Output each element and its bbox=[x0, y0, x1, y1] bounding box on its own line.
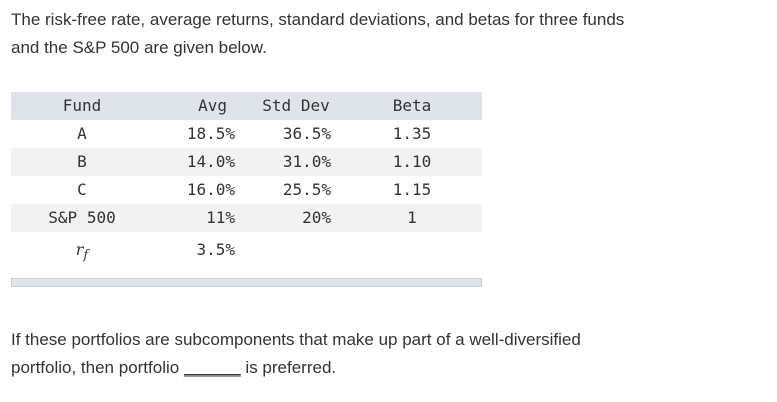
table-cell: C bbox=[77, 180, 87, 199]
question-line: portfolio, then portfolio ______ is pref… bbox=[11, 354, 336, 382]
intro-line: The risk-free rate, average returns, sta… bbox=[11, 10, 625, 29]
table-cell: 18.5% bbox=[186, 124, 235, 143]
table-footer-bar bbox=[11, 278, 482, 287]
table-cell: 1.15 bbox=[392, 180, 432, 199]
column-header: Avg bbox=[198, 96, 227, 115]
table-cell: 25.5% bbox=[282, 180, 331, 199]
subscript: f bbox=[83, 248, 89, 264]
intro-line: and the S&P 500 are given below. bbox=[11, 38, 267, 57]
table-cell: 3.5% bbox=[196, 240, 235, 259]
header-row: Fund Avg Std Dev Beta bbox=[11, 92, 482, 120]
table-cell: 14.0% bbox=[186, 152, 235, 171]
table-row: S&P 500 11% 20% 1 bbox=[11, 204, 482, 232]
table-row: A 18.5% 36.5% 1.35 bbox=[11, 120, 482, 148]
column-header: Std Dev bbox=[262, 96, 330, 115]
question-line: If these portfolios are subcomponents th… bbox=[11, 330, 581, 349]
question-text: is preferred. bbox=[245, 358, 337, 377]
table-cell: rf bbox=[11, 232, 153, 274]
column-header: Fund bbox=[62, 96, 102, 115]
data-table: Fund Avg Std Dev Beta A 18.5% 36.5% 1.35 B 14.0% 3… bbox=[11, 92, 482, 268]
table-cell: 1.10 bbox=[392, 152, 432, 171]
table-cell: A bbox=[77, 124, 87, 143]
table-row: B 14.0% 31.0% 1.10 bbox=[11, 148, 482, 176]
table-row: C 16.0% 25.5% 1.15 bbox=[11, 176, 482, 204]
question-text: portfolio, then portfolio bbox=[11, 358, 180, 377]
symbol: r bbox=[75, 240, 84, 259]
table-cell: 11% bbox=[206, 208, 235, 227]
table-cell: 20% bbox=[302, 208, 331, 227]
table-row: rf 3.5% bbox=[11, 232, 482, 268]
table-cell: 1 bbox=[407, 208, 417, 227]
table-cell: S&P 500 bbox=[48, 208, 116, 227]
column-header: Beta bbox=[392, 96, 432, 115]
table-cell: B bbox=[77, 152, 87, 171]
table-cell: 16.0% bbox=[186, 180, 235, 199]
table-cell: 1.35 bbox=[392, 124, 432, 143]
table-cell: 36.5% bbox=[282, 124, 331, 143]
answer-blank: ______ bbox=[183, 358, 241, 377]
table-cell: 31.0% bbox=[282, 152, 331, 171]
